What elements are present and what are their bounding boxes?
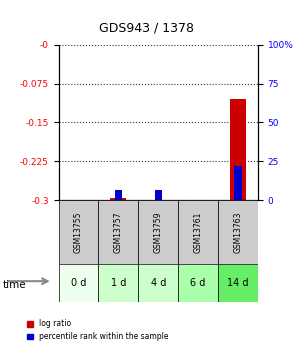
Bar xyxy=(110,197,126,200)
Bar xyxy=(150,199,166,200)
Text: 4 d: 4 d xyxy=(151,278,166,288)
Bar xyxy=(178,264,218,302)
Text: GDS943 / 1378: GDS943 / 1378 xyxy=(99,21,194,34)
Bar xyxy=(98,264,138,302)
Text: GSM13763: GSM13763 xyxy=(234,211,242,253)
Text: GSM13755: GSM13755 xyxy=(74,211,83,253)
Bar xyxy=(178,200,218,264)
Text: time: time xyxy=(3,280,27,289)
Bar xyxy=(59,200,98,264)
Text: 6 d: 6 d xyxy=(190,278,206,288)
Text: GSM13759: GSM13759 xyxy=(154,211,163,253)
Legend: log ratio, percentile rank within the sample: log ratio, percentile rank within the sa… xyxy=(27,319,169,341)
Bar xyxy=(138,200,178,264)
Bar xyxy=(138,264,178,302)
Bar xyxy=(230,99,246,200)
Text: GSM13761: GSM13761 xyxy=(194,211,202,253)
Text: 14 d: 14 d xyxy=(227,278,249,288)
Bar xyxy=(218,264,258,302)
Text: GSM13757: GSM13757 xyxy=(114,211,123,253)
Bar xyxy=(155,190,162,200)
Bar xyxy=(234,166,241,200)
Bar xyxy=(115,190,122,200)
Bar xyxy=(59,264,98,302)
Bar xyxy=(218,200,258,264)
Text: 1 d: 1 d xyxy=(111,278,126,288)
Text: 0 d: 0 d xyxy=(71,278,86,288)
Bar xyxy=(98,200,138,264)
